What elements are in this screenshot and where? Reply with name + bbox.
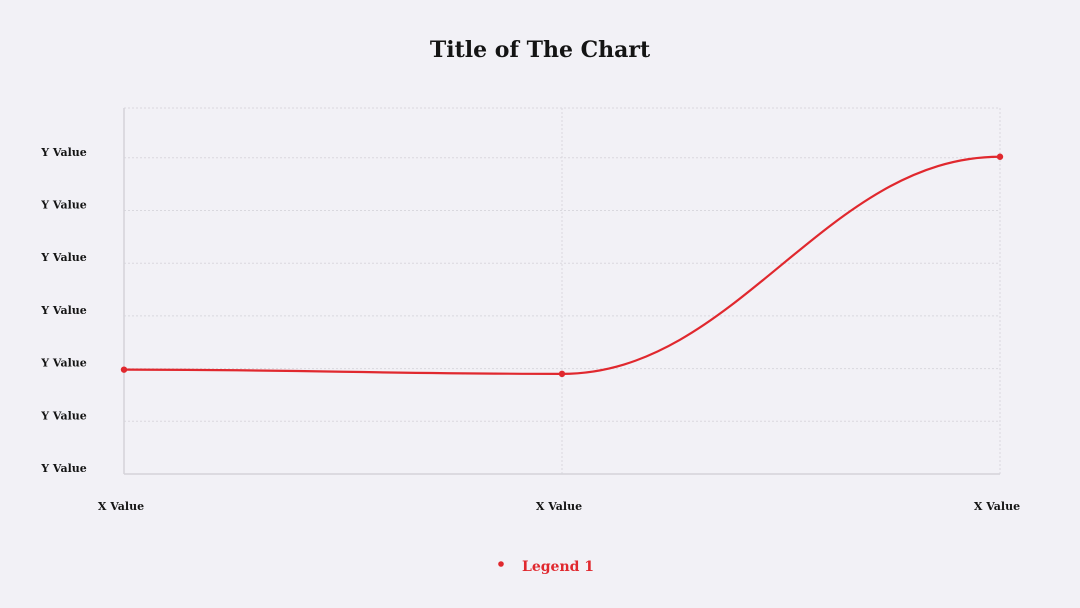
y-tick-labels: Y Value Y Value Y Value Y Value Y Value Y Val… [40, 146, 87, 475]
chart-title: Title of The Chart [430, 37, 651, 63]
y-tick-label: Y Value [40, 357, 87, 370]
data-point [996, 153, 1004, 160]
x-tick-label: X Value [974, 500, 1020, 513]
y-tick-label: Y Value [40, 462, 87, 475]
grid [124, 107, 1001, 474]
data-point [120, 366, 128, 373]
y-tick-label: Y Value [40, 199, 87, 212]
x-tick-label: X Value [536, 500, 582, 513]
legend[interactable]: Legend 1 [498, 559, 594, 575]
y-tick-label: Y Value [40, 409, 87, 422]
x-tick-labels: X Value X Value X Value [98, 500, 1020, 513]
legend-label: Legend 1 [522, 559, 594, 575]
axes [123, 108, 1000, 475]
legend-marker [498, 561, 504, 567]
y-tick-label: Y Value [40, 146, 87, 159]
data-point [558, 370, 566, 378]
series-layer [120, 153, 1004, 378]
legend-item[interactable]: Legend 1 [498, 559, 594, 575]
x-tick-label: X Value [98, 500, 144, 513]
series-line [123, 155, 1001, 375]
y-tick-label: Y Value [40, 304, 87, 317]
y-tick-label: Y Value [40, 251, 87, 264]
